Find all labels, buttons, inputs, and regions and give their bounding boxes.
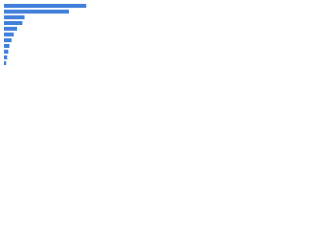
bar bbox=[4, 26, 17, 31]
bar bbox=[4, 61, 7, 66]
bar bbox=[4, 55, 8, 60]
bar bbox=[4, 3, 87, 8]
bar bbox=[4, 9, 69, 14]
bar bbox=[4, 15, 25, 20]
bar bbox=[4, 38, 12, 43]
bar bbox=[4, 49, 9, 54]
bar bbox=[4, 21, 23, 25]
bar bbox=[4, 44, 10, 48]
chart bbox=[0, 0, 100, 71]
bar bbox=[4, 32, 14, 37]
page: {"chart_data": {"type": "bar", "orientat… bbox=[0, 0, 100, 71]
